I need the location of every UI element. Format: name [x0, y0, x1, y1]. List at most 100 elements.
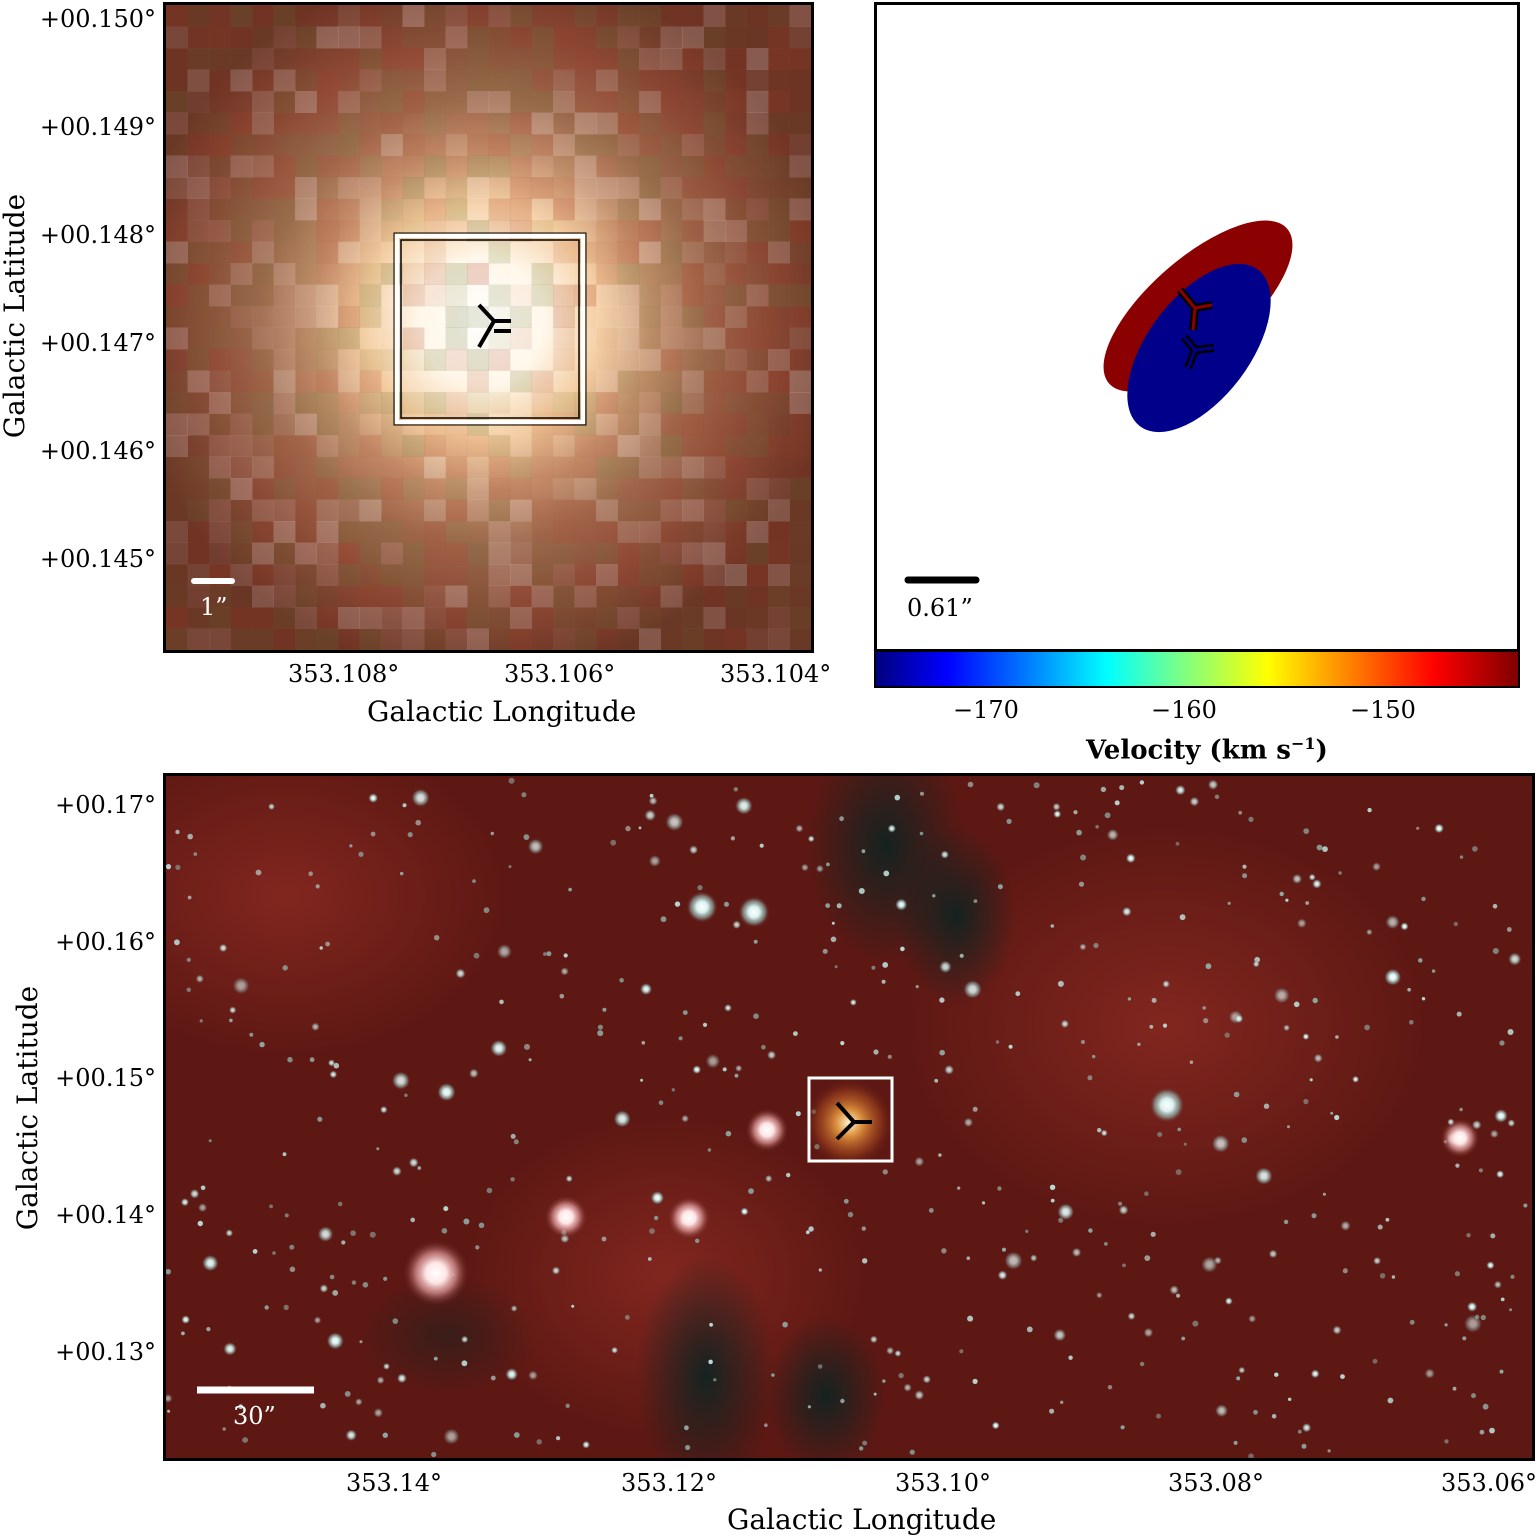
star: [1377, 1224, 1383, 1230]
star: [521, 792, 527, 798]
star: [708, 1359, 713, 1365]
star: [1207, 779, 1219, 791]
star: [1273, 986, 1291, 1004]
star: [1095, 1291, 1103, 1299]
star: [861, 849, 866, 854]
star: [1162, 1023, 1168, 1028]
star: [1454, 1271, 1460, 1277]
star: [1455, 1163, 1460, 1168]
star: [222, 1427, 226, 1431]
star: [730, 836, 736, 841]
star: [1507, 952, 1522, 966]
star: [1057, 980, 1064, 987]
star: [417, 1166, 422, 1170]
star: [327, 1059, 336, 1067]
star: [443, 1206, 449, 1212]
star: [795, 1111, 801, 1117]
star: [1227, 901, 1231, 905]
star: [1335, 1035, 1339, 1039]
star: [332, 1290, 339, 1296]
star: [1456, 1011, 1462, 1017]
star: [1093, 942, 1099, 949]
star: [688, 845, 699, 855]
star: [685, 1444, 691, 1451]
star: [434, 935, 440, 941]
star: [1114, 800, 1120, 806]
star: [1311, 1213, 1317, 1219]
star: [962, 979, 983, 1000]
star: [1480, 1314, 1486, 1321]
zoom-image-panel: 1”: [163, 2, 814, 653]
star: [885, 1346, 895, 1355]
star: [1097, 1128, 1102, 1133]
star: [914, 1389, 925, 1401]
star: [1214, 794, 1220, 799]
star: [523, 834, 530, 840]
star: [748, 1188, 754, 1194]
star: [282, 965, 288, 971]
star: [674, 901, 681, 907]
star: [825, 903, 831, 908]
star: [997, 1186, 1002, 1191]
star: [460, 1335, 469, 1344]
star: [1510, 1274, 1515, 1279]
star: [1506, 927, 1512, 932]
star: [1391, 1275, 1396, 1279]
star: [350, 1230, 356, 1236]
y-tick-label: +00.149°: [39, 113, 156, 141]
star: [319, 946, 323, 950]
star: [1327, 1449, 1331, 1453]
star: [252, 1249, 258, 1254]
star: [411, 788, 431, 808]
star: [1183, 1142, 1187, 1146]
star: [284, 1213, 289, 1218]
star: [881, 979, 886, 984]
star: [639, 982, 653, 996]
star: [1079, 943, 1087, 951]
star: [195, 974, 205, 984]
star: [410, 1217, 415, 1223]
y-tick-label: +00.14°: [55, 1201, 156, 1229]
star: [898, 1372, 904, 1379]
star: [1332, 1325, 1342, 1335]
star: [871, 965, 876, 970]
star: [1092, 1054, 1096, 1059]
star: [229, 1018, 233, 1023]
star: [264, 1305, 269, 1310]
star: [508, 865, 512, 869]
star: [1507, 1119, 1516, 1128]
star: [1400, 922, 1409, 931]
star: [315, 884, 320, 889]
star: [759, 843, 764, 848]
star: [771, 1373, 775, 1377]
star: [189, 1188, 200, 1199]
wide-field-image: [166, 776, 1532, 1458]
bright-stars: [402, 891, 1480, 1307]
star: [887, 1054, 892, 1059]
star: [1409, 1020, 1414, 1025]
star: [1053, 809, 1062, 819]
star: [1418, 958, 1423, 963]
aperture-box: [393, 232, 587, 426]
star: [1100, 1129, 1108, 1137]
star: [836, 903, 842, 909]
star: [197, 1202, 208, 1213]
star: [186, 987, 191, 992]
star: [1472, 846, 1478, 852]
y-tick-label: +00.146°: [39, 437, 156, 465]
star: [1100, 786, 1107, 793]
star: [995, 1040, 1000, 1044]
star: [232, 976, 250, 995]
star: [625, 825, 631, 832]
star: [1372, 1358, 1378, 1364]
star: [1118, 1204, 1129, 1216]
star: [1263, 1103, 1270, 1109]
star: [1308, 873, 1316, 881]
star: [834, 965, 838, 969]
star: [793, 1031, 798, 1036]
star: [782, 1321, 788, 1328]
star: [1310, 1369, 1320, 1379]
star: [1087, 1075, 1093, 1081]
star: [1080, 854, 1087, 861]
star: [997, 884, 1003, 890]
